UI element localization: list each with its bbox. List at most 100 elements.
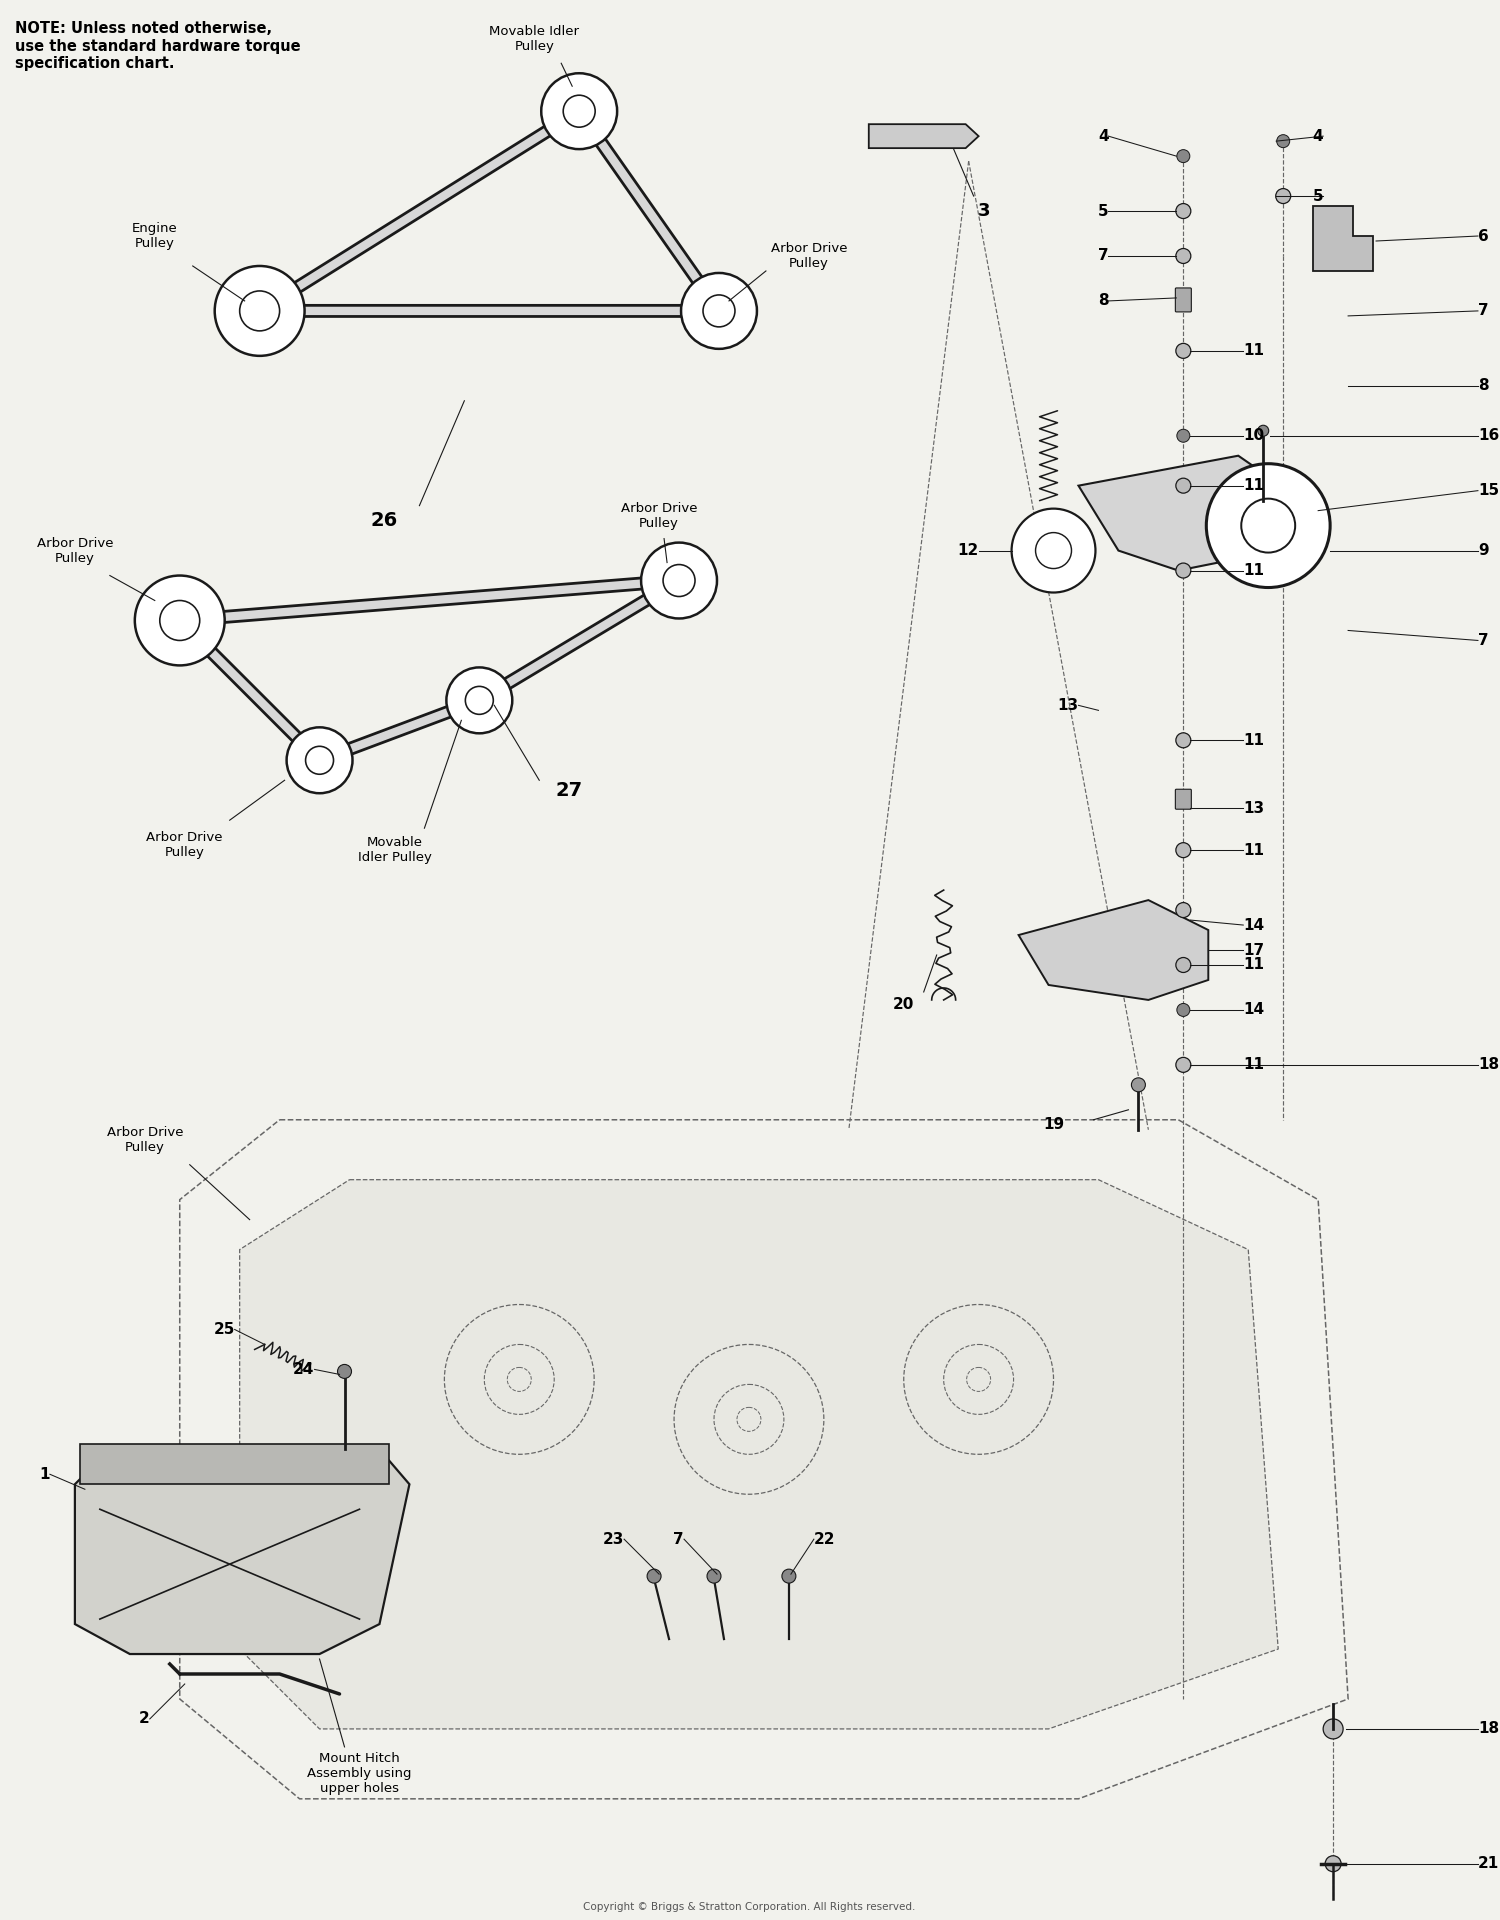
Text: 9: 9 [1478,543,1488,559]
Polygon shape [75,1450,410,1653]
Text: Arbor Drive
Pulley: Arbor Drive Pulley [106,1125,183,1154]
Text: 18: 18 [1478,1722,1498,1736]
Text: 11: 11 [1244,478,1264,493]
Circle shape [1257,424,1269,436]
Text: 13: 13 [1244,801,1264,816]
Circle shape [1206,465,1330,588]
Circle shape [447,668,513,733]
Circle shape [681,273,758,349]
Text: 16: 16 [1478,428,1498,444]
Text: 7: 7 [1098,248,1108,263]
Circle shape [135,576,225,666]
Text: 19: 19 [1042,1117,1064,1133]
Text: 27: 27 [555,781,584,801]
Text: Arbor Drive
Pulley: Arbor Drive Pulley [621,501,698,530]
Text: 8: 8 [1098,294,1108,309]
Text: Arbor Drive
Pulley: Arbor Drive Pulley [771,242,847,271]
Circle shape [542,73,616,150]
Circle shape [160,601,200,641]
Polygon shape [1078,455,1304,570]
Text: 10: 10 [1244,428,1264,444]
Circle shape [1276,134,1290,148]
Circle shape [706,1569,722,1584]
Text: 12: 12 [957,543,978,559]
Text: Arbor Drive
Pulley: Arbor Drive Pulley [147,831,224,858]
Text: 24: 24 [292,1361,315,1377]
Circle shape [240,292,279,330]
Text: 5: 5 [1312,188,1323,204]
Text: 11: 11 [1244,733,1264,747]
Text: 25: 25 [213,1323,234,1336]
Text: Mount Hitch
Assembly using
upper holes: Mount Hitch Assembly using upper holes [308,1753,411,1795]
Text: 5: 5 [1098,204,1108,219]
Text: 23: 23 [603,1532,624,1548]
Circle shape [562,96,596,127]
Text: 7: 7 [674,1532,684,1548]
Polygon shape [240,1179,1278,1728]
Circle shape [1176,248,1191,263]
Circle shape [1176,1058,1191,1073]
Circle shape [1178,150,1190,163]
Text: 22: 22 [815,1532,836,1548]
Text: 4: 4 [1312,129,1323,144]
Text: Copyright © Briggs & Stratton Corporation. All Rights reserved.: Copyright © Briggs & Stratton Corporatio… [584,1901,915,1912]
Text: 7: 7 [1478,303,1488,319]
Text: NOTE: Unless noted otherwise,
use the standard hardware torque
specification cha: NOTE: Unless noted otherwise, use the st… [15,21,300,71]
Text: 14: 14 [1244,1002,1264,1018]
Text: 18: 18 [1478,1058,1498,1073]
Circle shape [1178,430,1190,442]
Circle shape [1176,958,1191,973]
Text: 2: 2 [140,1711,150,1726]
Text: 11: 11 [1244,843,1264,858]
Circle shape [1176,478,1191,493]
Text: 6: 6 [1478,228,1488,244]
Circle shape [1011,509,1095,593]
Text: 17: 17 [1244,943,1264,958]
Text: 7: 7 [1478,634,1488,647]
Text: Arbor Drive
Pulley: Arbor Drive Pulley [36,536,112,564]
Circle shape [1176,204,1191,219]
Polygon shape [1312,205,1372,271]
Circle shape [1176,843,1191,858]
FancyBboxPatch shape [1176,789,1191,808]
Polygon shape [868,125,978,148]
Circle shape [1275,188,1290,204]
Circle shape [782,1569,796,1584]
Text: 8: 8 [1478,378,1488,394]
Text: Engine
Pulley: Engine Pulley [132,223,177,250]
Text: 26: 26 [370,511,398,530]
Circle shape [465,685,494,714]
Text: 14: 14 [1244,918,1264,933]
Text: BRIGGS&STRATTON: BRIGGS&STRATTON [573,1336,866,1363]
Text: 4: 4 [1098,129,1108,144]
Text: 21: 21 [1478,1857,1498,1872]
Polygon shape [1019,900,1209,1000]
Circle shape [306,747,333,774]
Circle shape [663,564,694,597]
Circle shape [286,728,352,793]
Text: 11: 11 [1244,958,1264,973]
Text: 11: 11 [1244,1058,1264,1073]
Circle shape [1035,532,1071,568]
Text: 1: 1 [39,1467,50,1482]
Text: Movable
Idler Pulley: Movable Idler Pulley [357,835,432,864]
Text: 3: 3 [978,202,990,221]
Text: 15: 15 [1478,484,1498,497]
Circle shape [704,296,735,326]
Circle shape [640,543,717,618]
Circle shape [214,267,304,355]
Text: 13: 13 [1058,697,1078,712]
Text: Movable Idler
Pulley: Movable Idler Pulley [489,25,579,54]
Text: 11: 11 [1244,563,1264,578]
Circle shape [1323,1718,1342,1740]
FancyBboxPatch shape [80,1444,390,1484]
Circle shape [1176,563,1191,578]
Circle shape [646,1569,662,1584]
Text: 20: 20 [892,996,915,1012]
Circle shape [1131,1077,1146,1092]
Circle shape [338,1365,351,1379]
FancyBboxPatch shape [1176,288,1191,311]
Circle shape [1242,499,1294,553]
Circle shape [1178,1004,1190,1016]
Text: 11: 11 [1244,344,1264,359]
